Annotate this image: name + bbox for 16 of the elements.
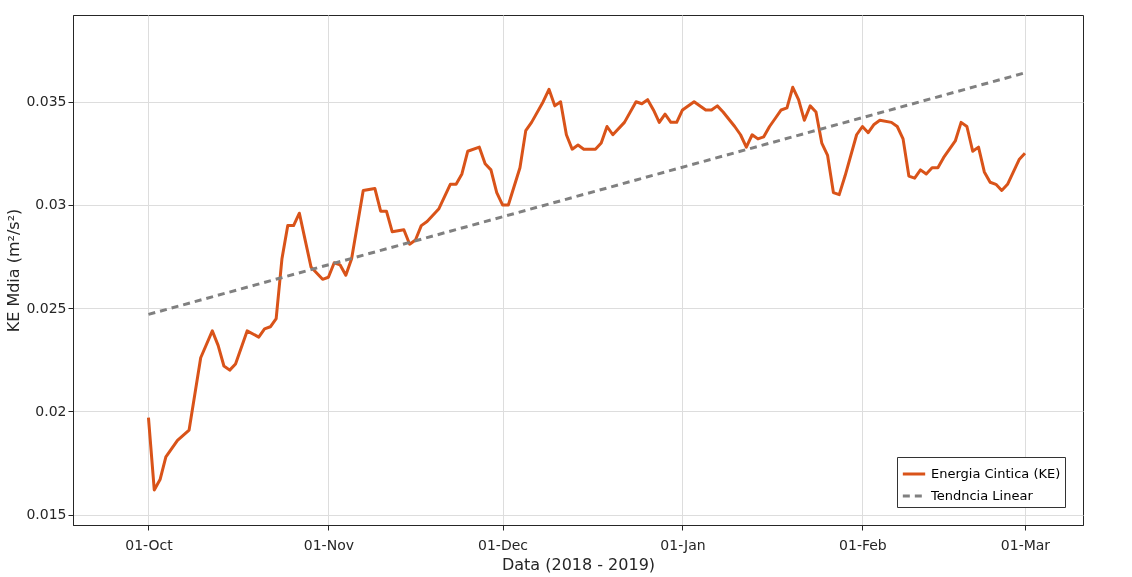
x-tick-label: 01-Oct: [125, 536, 174, 553]
y-tick-label: 0.03: [35, 196, 67, 213]
x-tick-label: 01-Mar: [1000, 536, 1051, 553]
y-tick-label: 0.035: [26, 93, 67, 110]
line-series: [146, 85, 1027, 492]
y-tick-label: 0.02: [35, 402, 67, 419]
x-tick-label: 01-Jan: [660, 536, 706, 553]
y-axis-title: KE Mdia (m²/s²): [4, 208, 24, 333]
x-tick-label: 01-Dec: [478, 536, 529, 553]
y-tick-label: 0.015: [26, 506, 67, 523]
x-axis-title: Data (2018 - 2019): [501, 554, 656, 574]
x-tick-label: 01-Nov: [303, 536, 354, 553]
y-tick-label: 0.025: [26, 299, 67, 316]
legend-label: Tendncia Linear: [930, 488, 1034, 503]
x-tick-label: 01-Feb: [839, 536, 887, 553]
legend-label: Energia Cintica (KE): [931, 466, 1061, 481]
